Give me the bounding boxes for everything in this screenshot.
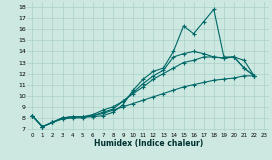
- X-axis label: Humidex (Indice chaleur): Humidex (Indice chaleur): [94, 139, 203, 148]
